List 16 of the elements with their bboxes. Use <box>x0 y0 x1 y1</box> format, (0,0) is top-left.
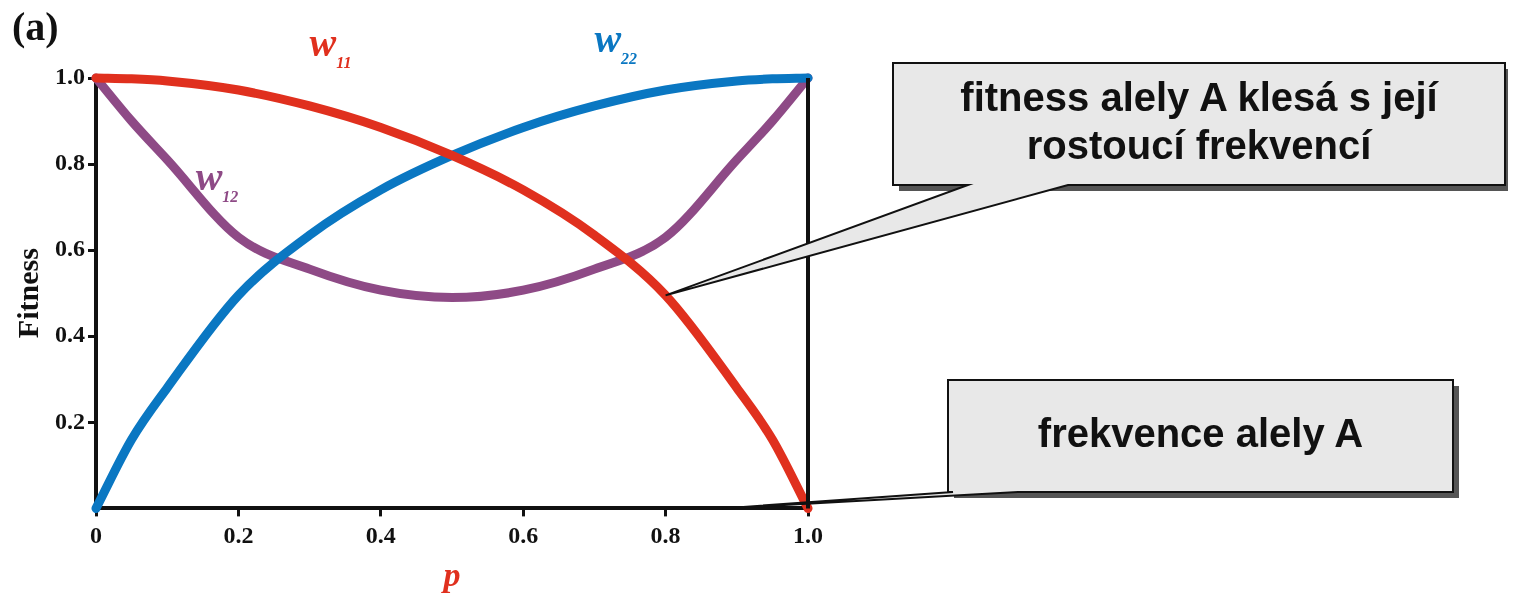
x-tick-label: 0.6 <box>508 522 539 548</box>
text: (a) <box>12 4 59 50</box>
y-tick-label: 0.8 <box>55 149 85 176</box>
x-tick-label: 0.2 <box>223 522 254 548</box>
y-tick-label: 0.4 <box>55 321 85 348</box>
x-axis-title: p <box>440 556 461 594</box>
y-axis-title: Fitness <box>10 248 44 339</box>
y-tick-label: 1.0 <box>55 63 85 90</box>
y-tick-label: 0.6 <box>55 235 85 262</box>
x-tick-label: 0 <box>90 522 102 548</box>
x-tick-label: 1.0 <box>793 522 823 548</box>
x-tick-label: 0.4 <box>365 522 396 548</box>
text: fitness alely A klesá s její rostoucí frekvencí <box>960 75 1440 168</box>
text: frekvence alely A <box>1037 411 1364 456</box>
y-tick-label: 0.2 <box>55 407 85 434</box>
x-tick-label: 0.8 <box>650 522 681 548</box>
